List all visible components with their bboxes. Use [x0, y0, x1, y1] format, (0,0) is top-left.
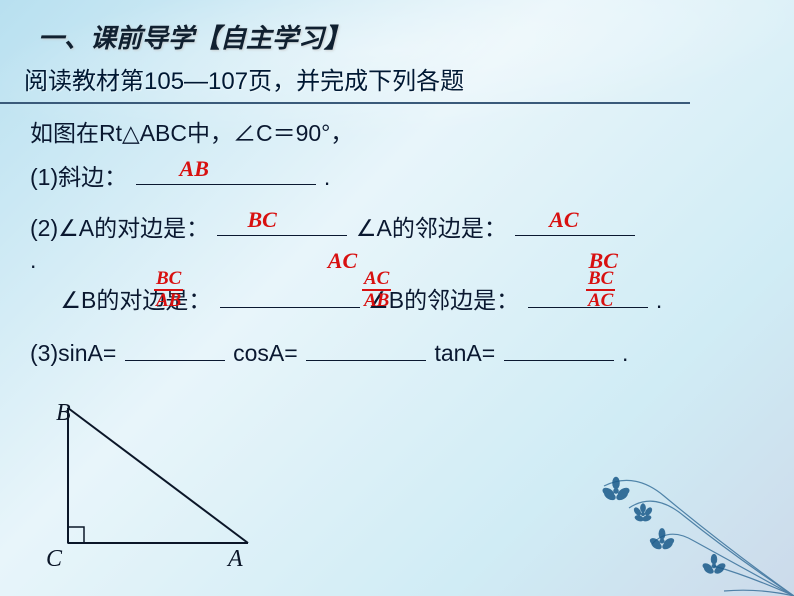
q2b-blank-1 [220, 285, 360, 308]
q2-label: (2)∠A的对边是： [30, 215, 209, 241]
q2b-blank-2 [528, 285, 648, 308]
vertex-c: C [46, 546, 63, 572]
q3-blank-2 [306, 338, 426, 361]
question-1: (1)斜边： AB . [30, 156, 764, 200]
q2-answer-1: BC [247, 199, 276, 241]
vertex-a: A [226, 546, 243, 572]
q1-label: (1)斜边： [30, 164, 127, 190]
q3-blank-1 [125, 338, 225, 361]
free-bc: BC [589, 248, 618, 274]
q2-answer-2: AC [549, 199, 578, 241]
q3-tana: tanA= [434, 340, 495, 366]
stray-period: . [30, 247, 36, 273]
period: . [656, 287, 662, 313]
q3-cosa: cosA= [233, 340, 298, 366]
q2b-mid: ∠B的邻边是： [368, 287, 519, 313]
slide-content: 一、课前导学【自主学习】 阅读教材第105—107页，并完成下列各题 如图在Rt… [0, 0, 794, 376]
period: . [622, 340, 628, 366]
problem-body: 如图在Rt△ABC中，∠C＝90°， (1)斜边： AB . (2)∠A的对边是… [30, 112, 764, 376]
triangle-diagram: B C A [38, 398, 268, 583]
free-ac: AC [328, 248, 357, 274]
free-answers: . AC BC [30, 247, 764, 275]
q3-sina: (3)sinA= [30, 340, 116, 366]
section-title: 一、课前导学【自主学习】 [38, 18, 764, 55]
given-line: 如图在Rt△ABC中，∠C＝90°， [30, 112, 764, 156]
corner-decoration [544, 396, 794, 596]
question-2: (2)∠A的对边是： BC ∠A的邻边是： AC [30, 207, 764, 251]
q2b-label: ∠B的对边是： [60, 287, 211, 313]
q1-blank: AB [136, 162, 316, 185]
q3-blank-3 [504, 338, 614, 361]
question-3: (3)sinA= cosA= tanA= . [30, 332, 764, 376]
instruction-text: 阅读教材第105—107页，并完成下列各题 [24, 61, 764, 96]
question-2b: ∠B的对边是： ∠B的邻边是： . BCAB ACAB BCAC [30, 279, 764, 323]
q2-blank-1: BC [217, 213, 347, 236]
q2-mid: ∠A的邻边是： [356, 215, 507, 241]
q2-blank-2: AC [515, 213, 635, 236]
vertex-b: B [56, 400, 71, 426]
period: . [324, 164, 330, 190]
divider [0, 102, 690, 104]
